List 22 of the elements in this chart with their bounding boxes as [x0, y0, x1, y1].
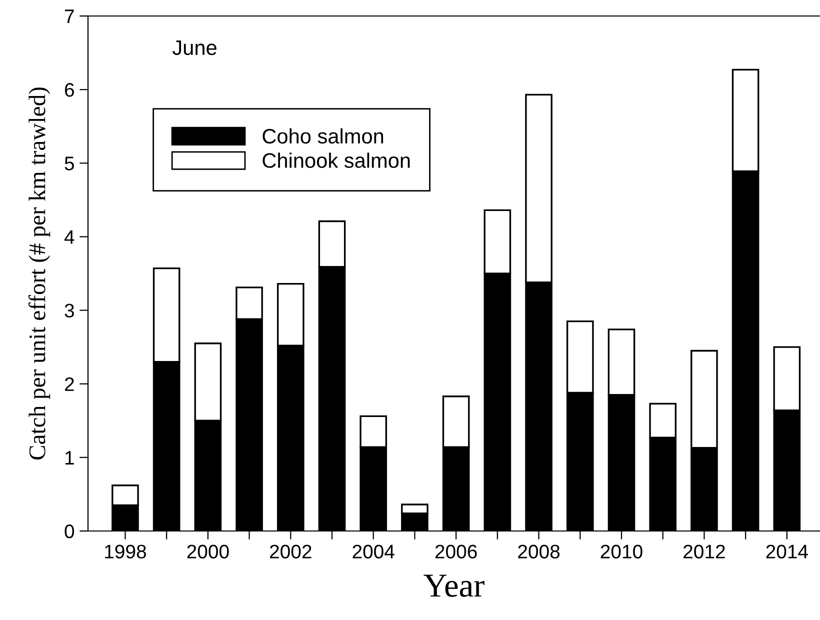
annotation: June [172, 40, 216, 56]
x-tick-label: 2000 [187, 544, 229, 558]
y-tick-label: 7 [64, 10, 74, 24]
y-tick-label: 1 [65, 451, 74, 464]
y-tick-label: 5 [64, 156, 74, 170]
x-tick-label: 1998 [105, 544, 146, 558]
y-tick-label: 4 [64, 230, 74, 244]
y-tick-label: 2 [64, 377, 74, 391]
y-tick-label: 6 [64, 83, 74, 97]
legend-label: Chinook salmon [262, 152, 410, 168]
y-tick-label: 0 [64, 524, 74, 538]
x-axis-title: Year [424, 574, 484, 597]
x-tick-label: 2012 [684, 544, 725, 558]
x-tick-label: 2014 [766, 544, 808, 558]
x-tick-label: 2002 [270, 544, 312, 558]
y-tick-label: 3 [64, 304, 74, 318]
x-tick-label: 2004 [352, 544, 394, 558]
x-tick-label: 2008 [518, 544, 560, 558]
legend-label: Coho salmon [262, 128, 384, 144]
x-tick-label: 2006 [435, 544, 477, 558]
x-tick-label: 2010 [600, 544, 642, 558]
y-axis-title: Catch per unit effort (# per km trawled) [28, 88, 50, 460]
